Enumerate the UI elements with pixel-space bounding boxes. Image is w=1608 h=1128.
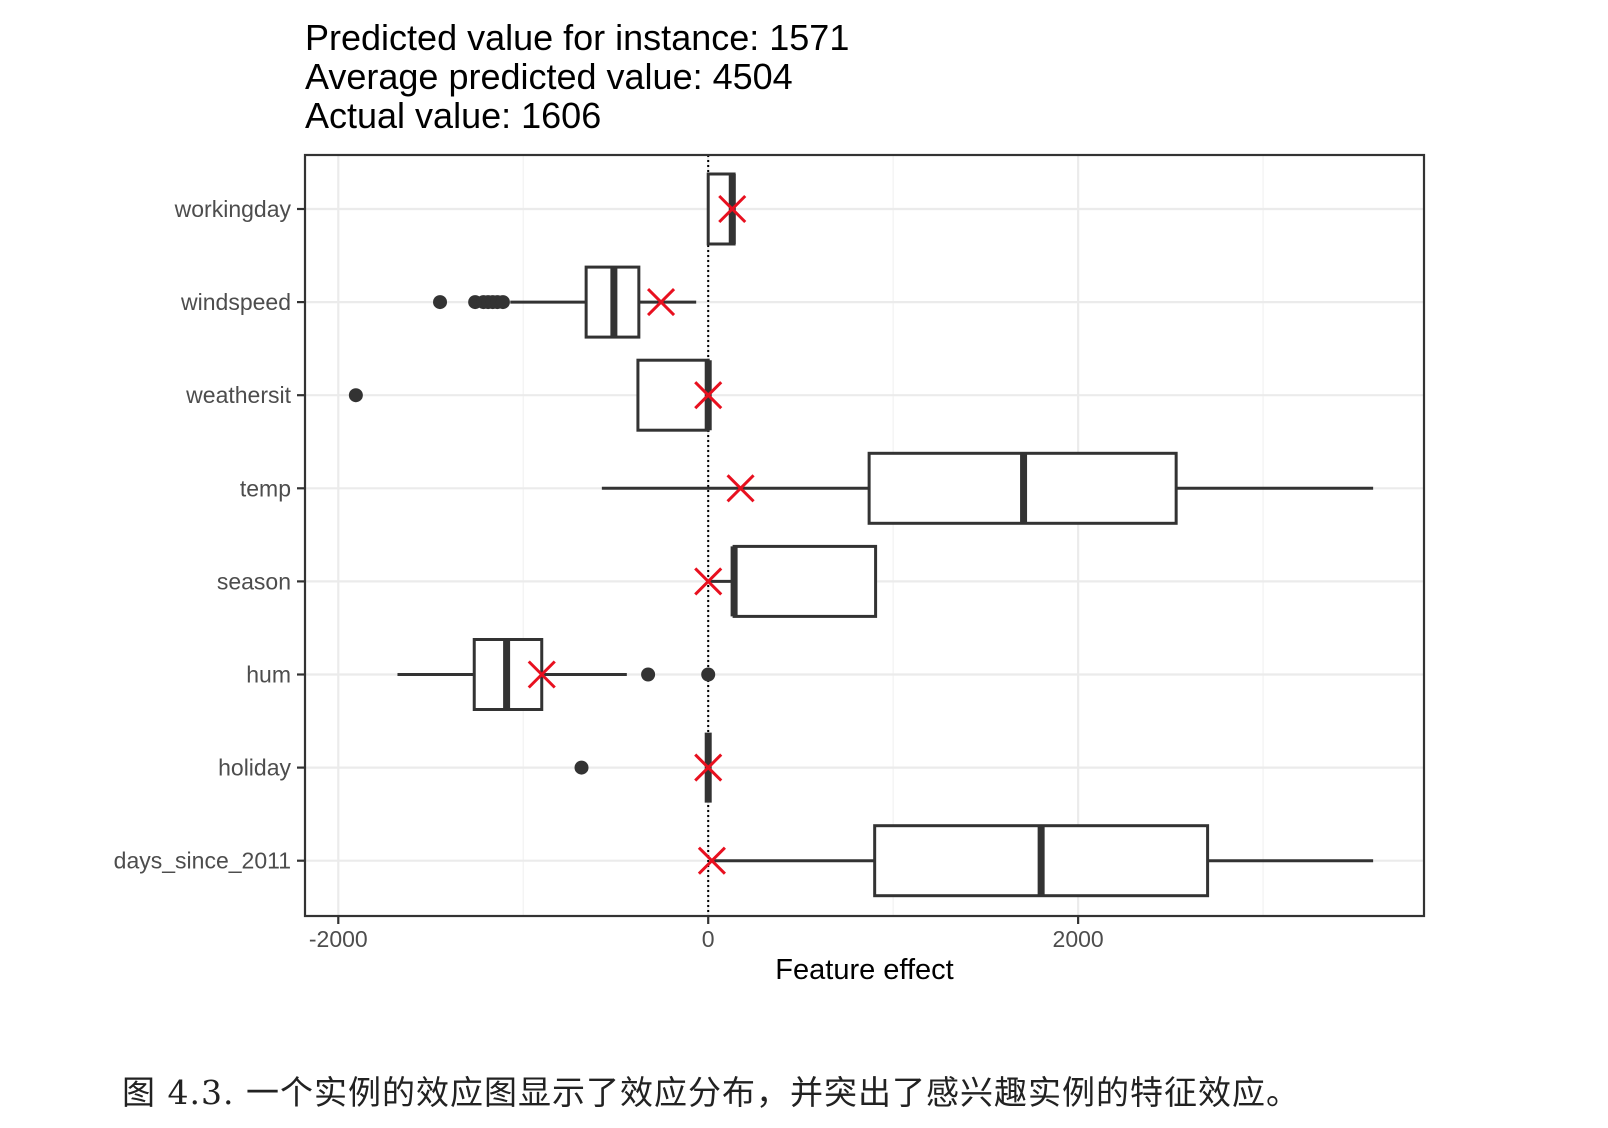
instance-marker-weathersit: [694, 381, 723, 410]
y-tick-label-holiday: holiday: [218, 755, 291, 781]
figure-caption: 图 4.3. 一个实例的效应图显示了效应分布，并突出了感兴趣实例的特征效应。: [122, 1073, 1300, 1112]
x-tick-label: 2000: [1053, 926, 1104, 952]
title-line-average: Average predicted value: 4504: [305, 56, 793, 97]
panel-border: [303, 153, 1426, 918]
boxplot-chart: workingday windspeed weathersit temp season h…: [114, 153, 1426, 986]
x-tick-label: 0: [702, 926, 715, 952]
instance-marker-days_since_2011: [697, 846, 726, 875]
outlier-point-hum: [701, 667, 716, 682]
outlier-point-weathersit: [348, 388, 363, 403]
instance-marker-hum: [527, 660, 556, 689]
y-tick-label-season: season: [217, 568, 291, 594]
y-tick-label-workingday: workingday: [174, 196, 292, 222]
title-line-actual: Actual value: 1606: [305, 95, 602, 136]
y-tick-label-weathersit: weathersit: [185, 382, 291, 408]
instance-marker-holiday: [694, 753, 723, 782]
outlier-point-holiday: [574, 760, 589, 775]
instance-marker-workingday: [718, 194, 747, 224]
x-tick-label: -2000: [309, 926, 368, 952]
y-tick-label-temp: temp: [240, 475, 291, 501]
y-tick-label-days_since_2011: days_since_2011: [114, 848, 291, 874]
instance-marker-season: [694, 567, 723, 596]
x-axis-label: Feature effect: [775, 954, 953, 986]
box-season: [732, 544, 878, 618]
outlier-point-windspeed: [433, 295, 448, 310]
instance-marker-windspeed: [646, 288, 676, 317]
outlier-point-hum: [641, 667, 656, 682]
title-line-instance: Predicted value for instance: 1571: [305, 17, 850, 58]
box-weathersit: [636, 358, 710, 432]
y-tick-label-hum: hum: [246, 662, 291, 688]
y-tick-label-windspeed: windspeed: [180, 289, 291, 315]
instance-marker-temp: [726, 474, 755, 503]
outlier-point-windspeed: [495, 295, 510, 310]
